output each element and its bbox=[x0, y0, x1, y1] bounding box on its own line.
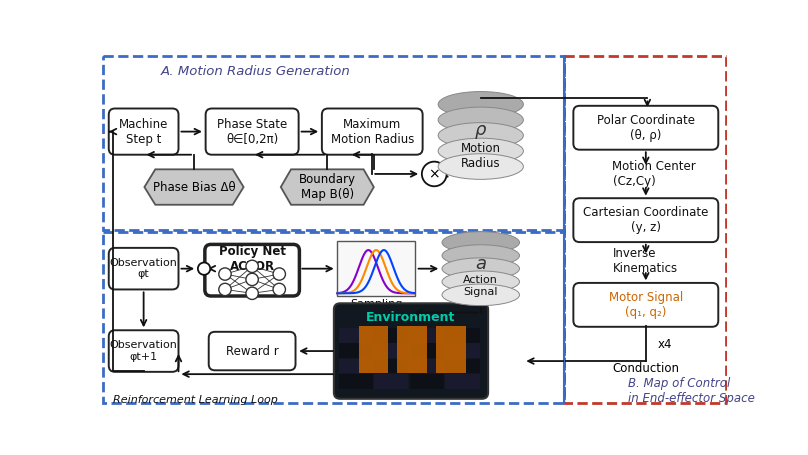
Text: B. Map of Control
in End-effector Space: B. Map of Control in End-effector Space bbox=[628, 377, 755, 405]
Text: Reward r: Reward r bbox=[225, 344, 279, 358]
Ellipse shape bbox=[438, 138, 524, 164]
FancyBboxPatch shape bbox=[574, 198, 718, 242]
FancyBboxPatch shape bbox=[322, 108, 423, 155]
Bar bbox=[339, 328, 372, 343]
Bar bbox=[103, 56, 565, 230]
Text: Sampling: Sampling bbox=[350, 299, 402, 309]
Bar bbox=[338, 241, 415, 296]
Bar bbox=[436, 326, 465, 373]
FancyBboxPatch shape bbox=[109, 330, 179, 372]
Polygon shape bbox=[281, 169, 374, 205]
Ellipse shape bbox=[442, 271, 520, 293]
Text: Polar Coordinate
(θ, ρ): Polar Coordinate (θ, ρ) bbox=[597, 114, 695, 142]
Bar bbox=[339, 344, 372, 358]
Text: Policy Net
ACTOR: Policy Net ACTOR bbox=[219, 245, 285, 273]
Circle shape bbox=[246, 273, 259, 286]
Bar bbox=[103, 232, 565, 403]
Ellipse shape bbox=[442, 232, 520, 253]
Text: a: a bbox=[475, 255, 486, 273]
Text: Cartesian Coordinate
(y, z): Cartesian Coordinate (y, z) bbox=[583, 206, 709, 234]
Text: x4: x4 bbox=[658, 339, 672, 351]
Circle shape bbox=[219, 268, 231, 280]
Text: Motor Signal
(q₁, q₂): Motor Signal (q₁, q₂) bbox=[608, 291, 683, 319]
Bar bbox=[359, 326, 388, 373]
Bar bbox=[374, 359, 408, 374]
Text: ×: × bbox=[428, 167, 440, 181]
Polygon shape bbox=[145, 169, 243, 205]
Bar bbox=[445, 344, 480, 358]
Text: Motion Center
(Cz,Cy): Motion Center (Cz,Cy) bbox=[612, 160, 696, 188]
Text: Conduction: Conduction bbox=[612, 362, 680, 375]
FancyBboxPatch shape bbox=[574, 283, 718, 327]
Text: Phase Bias Δθ: Phase Bias Δθ bbox=[153, 181, 235, 193]
Bar bbox=[445, 328, 480, 343]
Text: Machine
Step t: Machine Step t bbox=[119, 117, 168, 146]
Bar bbox=[398, 326, 427, 373]
Bar bbox=[410, 374, 444, 389]
Bar bbox=[410, 328, 444, 343]
Text: Action
Signal: Action Signal bbox=[463, 275, 499, 297]
Text: Environment: Environment bbox=[366, 311, 456, 324]
Circle shape bbox=[198, 263, 210, 275]
Bar bbox=[374, 328, 408, 343]
Circle shape bbox=[246, 287, 259, 299]
FancyBboxPatch shape bbox=[334, 303, 488, 399]
Text: ρ: ρ bbox=[475, 121, 486, 139]
Bar bbox=[339, 359, 372, 374]
Bar bbox=[445, 374, 480, 389]
Text: Motion
Radius: Motion Radius bbox=[461, 142, 501, 170]
Ellipse shape bbox=[438, 123, 524, 148]
Circle shape bbox=[422, 162, 447, 186]
Ellipse shape bbox=[442, 258, 520, 279]
FancyBboxPatch shape bbox=[574, 106, 718, 150]
Ellipse shape bbox=[438, 107, 524, 133]
Bar bbox=[410, 344, 444, 358]
Circle shape bbox=[273, 268, 285, 280]
Bar bbox=[374, 374, 408, 389]
Bar bbox=[339, 374, 372, 389]
Ellipse shape bbox=[438, 91, 524, 117]
Text: Observation
φt+1: Observation φt+1 bbox=[110, 340, 178, 362]
Bar bbox=[374, 344, 408, 358]
Text: Reinforcement Learning Loop: Reinforcement Learning Loop bbox=[112, 394, 277, 404]
Bar bbox=[445, 359, 480, 374]
Bar bbox=[565, 56, 726, 403]
Text: Observation
φt: Observation φt bbox=[110, 258, 178, 279]
FancyBboxPatch shape bbox=[109, 248, 179, 289]
Bar bbox=[410, 359, 444, 374]
Text: A. Motion Radius Generation: A. Motion Radius Generation bbox=[161, 65, 351, 78]
Text: Maximum
Motion Radius: Maximum Motion Radius bbox=[330, 117, 414, 146]
FancyBboxPatch shape bbox=[208, 332, 296, 370]
Text: Phase State
θ∈[0,2π): Phase State θ∈[0,2π) bbox=[217, 117, 288, 146]
Circle shape bbox=[246, 260, 259, 273]
Text: Boundary
Map B(θ): Boundary Map B(θ) bbox=[299, 173, 356, 201]
Circle shape bbox=[273, 283, 285, 296]
Text: Inverse
Kinematics: Inverse Kinematics bbox=[612, 247, 678, 275]
FancyBboxPatch shape bbox=[205, 244, 300, 296]
FancyBboxPatch shape bbox=[109, 108, 179, 155]
Circle shape bbox=[219, 283, 231, 296]
FancyBboxPatch shape bbox=[205, 108, 299, 155]
Ellipse shape bbox=[442, 284, 520, 306]
Ellipse shape bbox=[438, 154, 524, 179]
Ellipse shape bbox=[442, 245, 520, 266]
